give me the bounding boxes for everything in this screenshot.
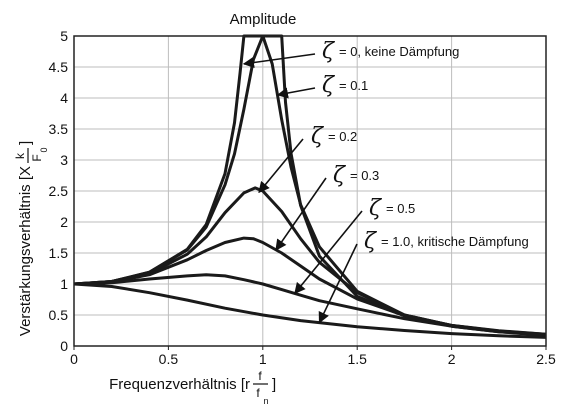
y-tick-label: 2.5 — [49, 183, 69, 199]
annotation-zeta-1: ζ = 0.1 — [276, 73, 368, 99]
axes — [73, 35, 547, 347]
annotation-label: = 1.0, kritische Dämpfung — [381, 234, 529, 249]
annotation-label: = 0, keine Dämpfung — [339, 44, 459, 59]
x-axis-label: Frequenzverhältnis [r — [109, 376, 250, 393]
annotation-symbol: ζ — [369, 196, 383, 221]
annotation-zeta-0: ζ = 0, keine Dämpfung — [242, 39, 459, 69]
series-line-zeta-0-1 — [74, 34, 546, 336]
annotation-zeta-4: ζ = 0.5 — [294, 196, 415, 295]
x-axis-frac-den-sub: n — [263, 396, 268, 406]
y-tick-label: 4.5 — [49, 59, 69, 75]
x-tick-label: 2.5 — [536, 351, 556, 367]
y-tick-labels: 0 0.5 1 1.5 2 2.5 3 3.5 4 4.5 5 — [49, 28, 69, 354]
annotation-symbol: ζ — [322, 73, 336, 98]
y-tick-label: 0.5 — [49, 307, 69, 323]
x-axis-frac-num: f — [258, 369, 262, 383]
annotation-symbol: ζ — [333, 163, 347, 188]
annotation-arrow — [318, 243, 358, 324]
annotation-symbol: ζ — [322, 39, 336, 64]
annotation-label: = 0.1 — [339, 78, 368, 93]
series-line-zeta-0-2 — [74, 186, 546, 337]
y-axis-frac-den: F — [30, 154, 44, 161]
x-axis-frac-den: f — [256, 386, 260, 400]
x-tick-label: 2 — [448, 351, 456, 367]
annotation-zeta-3: ζ = 0.3 — [275, 163, 379, 251]
annotation-symbol: ζ — [311, 124, 325, 149]
x-axis-title: Frequenzverhältnis [r f f n ] — [109, 369, 276, 406]
y-axis-title: Verstärkungsverhältnis [X k F 0 ] — [13, 141, 49, 336]
series-line-zeta-0-5 — [74, 273, 546, 337]
y-tick-label: 1.5 — [49, 245, 69, 261]
annotation-arrow — [294, 210, 363, 295]
annotation-label: = 0.5 — [386, 201, 415, 216]
y-tick-label: 0 — [60, 338, 68, 354]
x-tick-label: 0 — [70, 351, 78, 367]
chart-title: Amplitude — [230, 11, 297, 28]
annotation-arrow — [258, 138, 304, 194]
y-tick-label: 4 — [60, 90, 68, 106]
annotation-label: = 0.2 — [328, 129, 357, 144]
y-axis-frac-den-sub: 0 — [39, 147, 49, 152]
x-tick-label: 1 — [259, 351, 267, 367]
series-line-zeta-0-3 — [74, 236, 546, 337]
x-axis-label-close: ] — [272, 376, 276, 393]
y-tick-label: 3 — [60, 152, 68, 168]
y-axis-label-close: ] — [17, 141, 34, 145]
x-tick-label: 1.5 — [347, 351, 367, 367]
y-axis-frac-num: k — [13, 152, 27, 159]
y-tick-label: 1 — [60, 276, 68, 292]
annotation-symbol: ζ — [364, 229, 378, 254]
y-tick-label: 2 — [60, 214, 68, 230]
curves — [74, 34, 546, 339]
y-axis-label: Verstärkungsverhältnis [X — [17, 166, 34, 336]
annotation-zeta-2: ζ = 0.2 — [258, 124, 357, 194]
series-line-zeta-0 — [74, 34, 546, 336]
annotation-label: = 0.3 — [350, 168, 379, 183]
annotation-zeta-5: ζ = 1.0, kritische Dämpfung — [318, 229, 529, 324]
x-tick-label: 0.5 — [159, 351, 179, 367]
y-tick-label: 5 — [60, 28, 68, 44]
annotation-arrow — [275, 177, 327, 251]
x-tick-labels: 0 0.5 1 1.5 2 2.5 — [70, 346, 556, 367]
y-tick-label: 3.5 — [49, 121, 69, 137]
annotation-arrow — [276, 87, 316, 99]
plot-frame — [73, 35, 547, 347]
series-line-zeta-1 — [74, 282, 546, 339]
annotation-arrow — [242, 53, 316, 69]
